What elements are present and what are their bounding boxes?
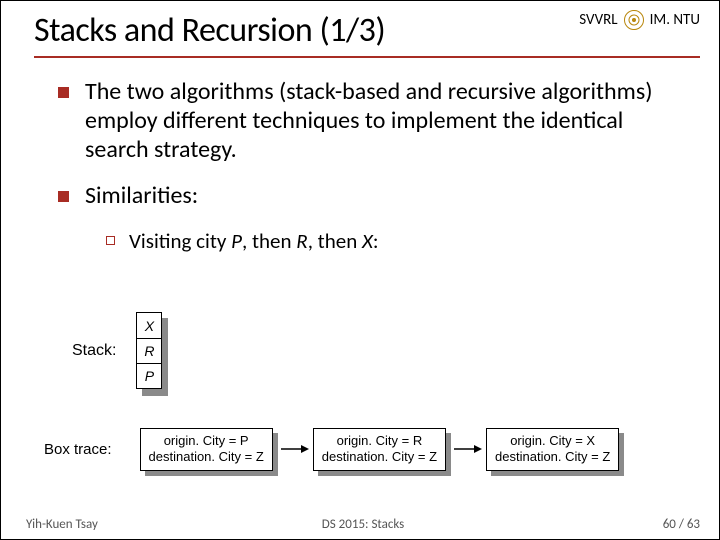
bullet-2-text: Similarities: bbox=[85, 182, 198, 211]
footer: Yih-Kuen Tsay DS 2015: Stacks 60 / 63 bbox=[26, 517, 700, 532]
footer-page: 60 / 63 bbox=[663, 517, 700, 532]
arrow-right-icon bbox=[454, 443, 482, 455]
bullet-2a: Visiting city P, then R, then X: bbox=[40, 229, 690, 254]
square-bullet-icon bbox=[58, 191, 69, 202]
footer-author: Yih-Kuen Tsay bbox=[26, 517, 98, 532]
box-trace-label: Box trace: bbox=[44, 441, 112, 458]
header: Stacks and Recursion (1/3) bbox=[34, 10, 700, 51]
trace-line2: destination. City = Z bbox=[322, 449, 437, 465]
bullet-2a-text: Visiting city P, then R, then X: bbox=[129, 229, 379, 254]
trace-line1: origin. City = X bbox=[495, 433, 610, 449]
trace-box-content: origin. City = X destination. City = Z bbox=[486, 428, 619, 471]
title-underline bbox=[34, 56, 700, 58]
trace-box-content: origin. City = P destination. City = Z bbox=[140, 428, 273, 471]
square-bullet-icon bbox=[58, 87, 69, 98]
stack-cells: X R P bbox=[136, 312, 162, 389]
page-current: 60 bbox=[663, 517, 676, 532]
stack-cell: P bbox=[137, 363, 161, 388]
trace-box-content: origin. City = R destination. City = Z bbox=[313, 428, 446, 471]
bullet-1: The two algorithms (stack-based and recu… bbox=[40, 78, 690, 164]
b2a-mid2: , then bbox=[308, 228, 362, 254]
stack-diagram: Stack: X R P bbox=[72, 312, 162, 389]
footer-course: DS 2015: Stacks bbox=[322, 517, 404, 532]
trace-line1: origin. City = R bbox=[322, 433, 437, 449]
page-sep: / bbox=[676, 517, 687, 532]
trace-line2: destination. City = Z bbox=[149, 449, 264, 465]
hollow-square-bullet-icon bbox=[106, 236, 115, 245]
b2a-prefix: Visiting city bbox=[129, 228, 231, 254]
trace-boxes: origin. City = P destination. City = Z o… bbox=[140, 428, 626, 471]
stack-box: X R P bbox=[136, 312, 162, 389]
stack-label: Stack: bbox=[72, 342, 116, 360]
bullet-1-text: The two algorithms (stack-based and recu… bbox=[85, 78, 690, 164]
b2a-var-p: P bbox=[231, 228, 242, 254]
b2a-suffix: : bbox=[373, 228, 379, 254]
page-total: 63 bbox=[687, 517, 700, 532]
b2a-var-r: R bbox=[296, 228, 307, 254]
bullet-2: Similarities: bbox=[40, 182, 690, 211]
stack-cell: X bbox=[137, 313, 161, 338]
arrow-right-icon bbox=[281, 443, 309, 455]
trace-box: origin. City = P destination. City = Z bbox=[140, 428, 273, 471]
page-title: Stacks and Recursion (1/3) bbox=[34, 10, 700, 51]
b2a-var-x: X bbox=[362, 228, 373, 254]
trace-box: origin. City = R destination. City = Z bbox=[313, 428, 446, 471]
trace-line2: destination. City = Z bbox=[495, 449, 610, 465]
trace-box: origin. City = X destination. City = Z bbox=[486, 428, 619, 471]
box-trace-diagram: Box trace: origin. City = P destination.… bbox=[44, 428, 700, 471]
b2a-mid1: , then bbox=[242, 228, 296, 254]
content-area: The two algorithms (stack-based and recu… bbox=[40, 78, 690, 262]
stack-cell: R bbox=[137, 338, 161, 363]
trace-line1: origin. City = P bbox=[149, 433, 264, 449]
